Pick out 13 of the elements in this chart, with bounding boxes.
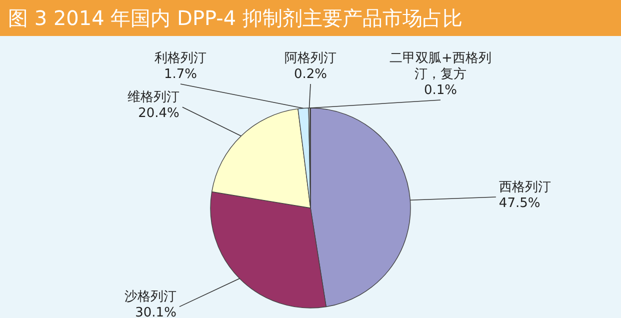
data-label: 47.5% <box>498 196 540 211</box>
data-label: 0.1% <box>424 82 458 98</box>
slice-label: 阿格列汀 <box>284 50 336 66</box>
slice-label: 二甲双胍+西格列汀，复方 <box>390 50 492 82</box>
slice-label: 利格列汀 <box>154 50 206 66</box>
data-label: 0.2% <box>294 66 328 82</box>
data-label: 20.4% <box>138 106 180 122</box>
slice-label: 西格列汀 <box>498 180 551 195</box>
slice-label: 维格列汀 <box>127 90 180 106</box>
chart-title: 图 3 2014 年国内 DPP-4 抑制剂主要产品市场占比 <box>0 0 621 36</box>
data-label: 1.7% <box>164 66 198 82</box>
slice-label: 沙格列汀 <box>124 290 176 305</box>
data-label: 30.1% <box>135 306 176 318</box>
